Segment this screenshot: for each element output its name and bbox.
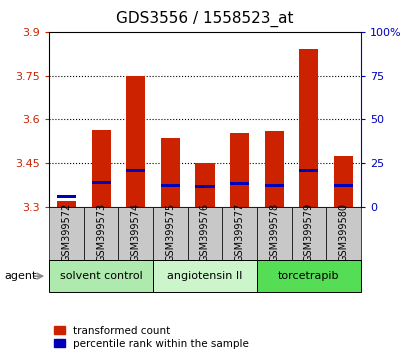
Bar bbox=[333, 184, 352, 187]
Bar bbox=[256, 207, 291, 260]
Text: GSM399575: GSM399575 bbox=[165, 203, 175, 262]
Bar bbox=[256, 260, 360, 292]
Bar bbox=[264, 131, 283, 207]
Text: GSM399577: GSM399577 bbox=[234, 203, 244, 262]
Bar bbox=[91, 130, 110, 207]
Text: solvent control: solvent control bbox=[60, 271, 142, 281]
Bar bbox=[153, 207, 187, 260]
Bar bbox=[264, 184, 283, 187]
Bar bbox=[57, 195, 76, 198]
Bar bbox=[195, 163, 214, 207]
Bar bbox=[118, 207, 153, 260]
Bar bbox=[187, 207, 222, 260]
Bar bbox=[160, 184, 180, 187]
Text: GSM399574: GSM399574 bbox=[130, 203, 140, 262]
Text: GSM399576: GSM399576 bbox=[200, 203, 209, 262]
Bar bbox=[49, 207, 83, 260]
Bar bbox=[57, 201, 76, 207]
Text: angiotensin II: angiotensin II bbox=[167, 271, 242, 281]
Text: GSM399580: GSM399580 bbox=[338, 203, 348, 262]
Bar bbox=[83, 207, 118, 260]
Text: GSM399573: GSM399573 bbox=[96, 203, 106, 262]
Bar bbox=[153, 260, 256, 292]
Bar bbox=[195, 185, 214, 188]
Bar bbox=[49, 260, 153, 292]
Text: agent: agent bbox=[4, 271, 36, 281]
Bar bbox=[229, 182, 249, 185]
Legend: transformed count, percentile rank within the sample: transformed count, percentile rank withi… bbox=[54, 326, 248, 349]
Text: GSM399572: GSM399572 bbox=[61, 203, 71, 262]
Text: GSM399579: GSM399579 bbox=[303, 203, 313, 262]
Text: GDS3556 / 1558523_at: GDS3556 / 1558523_at bbox=[116, 11, 293, 27]
Bar bbox=[229, 133, 249, 207]
Bar bbox=[222, 207, 256, 260]
Text: torcetrapib: torcetrapib bbox=[277, 271, 339, 281]
Bar bbox=[326, 207, 360, 260]
Bar bbox=[160, 138, 180, 207]
Bar bbox=[333, 156, 352, 207]
Bar bbox=[126, 169, 145, 172]
Bar bbox=[299, 169, 318, 172]
Bar bbox=[291, 207, 326, 260]
Text: GSM399578: GSM399578 bbox=[269, 203, 279, 262]
Bar bbox=[91, 181, 110, 184]
Bar bbox=[299, 50, 318, 207]
Bar bbox=[126, 76, 145, 207]
